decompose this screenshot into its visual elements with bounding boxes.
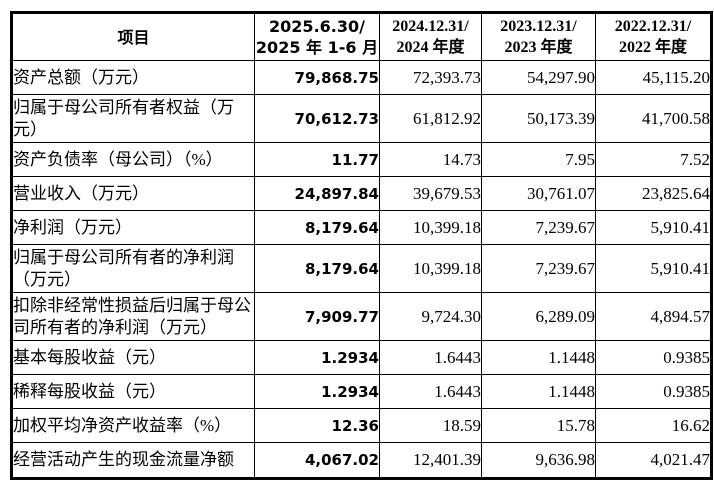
- cell-value: 7,909.77: [254, 292, 380, 341]
- financial-summary-table-wrap: 项目 2025.6.30/ 2025 年 1-6 月 2024.12.31/ 2…: [10, 11, 713, 480]
- column-header-2022-line2: 2022 年度: [618, 39, 687, 56]
- table-row: 基本每股收益（元） 1.2934 1.6443 1.1448 0.9385: [11, 340, 712, 375]
- cell-value: 45,115.20: [595, 60, 712, 95]
- column-header-2023: 2023.12.31/ 2023 年度: [481, 12, 596, 61]
- cell-value: 10,399.18: [379, 210, 482, 245]
- cell-value: 54,297.90: [481, 60, 596, 95]
- cell-value: 4,894.57: [595, 292, 712, 341]
- cell-value: 39,679.53: [379, 176, 482, 211]
- cell-value: 50,173.39: [481, 94, 596, 143]
- cell-value: 1.6443: [379, 374, 482, 409]
- cell-value: 70,612.73: [254, 94, 380, 143]
- cell-value: 6,289.09: [481, 292, 596, 341]
- cell-value: 8,179.64: [254, 244, 380, 293]
- cell-value: 11.77: [254, 142, 380, 177]
- cell-value: 23,825.64: [595, 176, 712, 211]
- column-header-2025: 2025.6.30/ 2025 年 1-6 月: [254, 12, 380, 61]
- column-header-2024: 2024.12.31/ 2024 年度: [379, 12, 482, 61]
- cell-value: 0.9385: [595, 340, 712, 375]
- table-row: 加权平均净资产收益率（%） 12.36 18.59 15.78 16.62: [11, 408, 712, 443]
- row-label: 加权平均净资产收益率（%）: [11, 408, 255, 443]
- cell-value: 18.59: [379, 408, 482, 443]
- table-row: 扣除非经常性损益后归属于母公司所有者的净利润（万元） 7,909.77 9,72…: [11, 292, 712, 341]
- cell-value: 7,239.67: [481, 210, 596, 245]
- cell-value: 24,897.84: [254, 176, 380, 211]
- cell-value: 7,239.67: [481, 244, 596, 293]
- row-label: 归属于母公司所有者的净利润（万元）: [11, 244, 255, 293]
- cell-value: 4,067.02: [254, 442, 380, 479]
- cell-value: 1.1448: [481, 374, 596, 409]
- cell-value: 5,910.41: [595, 244, 712, 293]
- cell-value: 10,399.18: [379, 244, 482, 293]
- column-header-2025-line2: 2025 年 1-6 月: [255, 38, 379, 57]
- table-row: 资产总额（万元） 79,868.75 72,393.73 54,297.90 4…: [11, 60, 712, 95]
- column-header-2022-line1: 2022.12.31/: [614, 18, 692, 35]
- cell-value: 61,812.92: [379, 94, 482, 143]
- column-header-2024-line1: 2024.12.31/: [392, 18, 469, 35]
- cell-value: 14.73: [379, 142, 482, 177]
- column-header-2023-line2: 2023 年度: [504, 39, 573, 56]
- cell-value: 4,021.47: [595, 442, 712, 479]
- table-row: 稀释每股收益（元） 1.2934 1.6443 1.1448 0.9385: [11, 374, 712, 409]
- cell-value: 7.52: [595, 142, 712, 177]
- cell-value: 12.36: [254, 408, 380, 443]
- row-label: 归属于母公司所有者权益（万元）: [11, 94, 255, 143]
- cell-value: 9,724.30: [379, 292, 482, 341]
- cell-value: 1.2934: [254, 340, 380, 375]
- financial-summary-table: 项目 2025.6.30/ 2025 年 1-6 月 2024.12.31/ 2…: [10, 11, 713, 480]
- cell-value: 1.6443: [379, 340, 482, 375]
- cell-value: 7.95: [481, 142, 596, 177]
- cell-value: 16.62: [595, 408, 712, 443]
- table-row: 归属于母公司所有者权益（万元） 70,612.73 61,812.92 50,1…: [11, 94, 712, 143]
- cell-value: 8,179.64: [254, 210, 380, 245]
- row-label: 扣除非经常性损益后归属于母公司所有者的净利润（万元）: [11, 292, 255, 341]
- row-label: 净利润（万元）: [11, 210, 255, 245]
- row-label: 资产总额（万元）: [11, 60, 255, 95]
- row-label: 资产负债率（母公司）（%）: [11, 142, 255, 177]
- column-header-2025-line1: 2025.6.30/: [269, 17, 365, 36]
- cell-value: 41,700.58: [595, 94, 712, 143]
- cell-value: 79,868.75: [254, 60, 380, 95]
- table-row: 资产负债率（母公司）（%） 11.77 14.73 7.95 7.52: [11, 142, 712, 177]
- column-header-2022: 2022.12.31/ 2022 年度: [595, 12, 712, 61]
- column-header-item: 项目: [11, 12, 255, 61]
- table-row: 净利润（万元） 8,179.64 10,399.18 7,239.67 5,91…: [11, 210, 712, 245]
- row-label: 稀释每股收益（元）: [11, 374, 255, 409]
- table-row: 经营活动产生的现金流量净额 4,067.02 12,401.39 9,636.9…: [11, 442, 712, 479]
- row-label: 营业收入（万元）: [11, 176, 255, 211]
- cell-value: 0.9385: [595, 374, 712, 409]
- column-header-2023-line1: 2023.12.31/: [500, 18, 577, 35]
- cell-value: 9,636.98: [481, 442, 596, 479]
- table-row: 归属于母公司所有者的净利润（万元） 8,179.64 10,399.18 7,2…: [11, 244, 712, 293]
- column-header-2024-line2: 2024 年度: [396, 39, 465, 56]
- column-header-item-label: 项目: [117, 27, 150, 47]
- cell-value: 15.78: [481, 408, 596, 443]
- cell-value: 5,910.41: [595, 210, 712, 245]
- cell-value: 12,401.39: [379, 442, 482, 479]
- header-row: 项目 2025.6.30/ 2025 年 1-6 月 2024.12.31/ 2…: [11, 12, 712, 61]
- row-label: 经营活动产生的现金流量净额: [11, 442, 255, 479]
- cell-value: 1.2934: [254, 374, 380, 409]
- cell-value: 30,761.07: [481, 176, 596, 211]
- row-label: 基本每股收益（元）: [11, 340, 255, 375]
- table-row: 营业收入（万元） 24,897.84 39,679.53 30,761.07 2…: [11, 176, 712, 211]
- cell-value: 1.1448: [481, 340, 596, 375]
- cell-value: 72,393.73: [379, 60, 482, 95]
